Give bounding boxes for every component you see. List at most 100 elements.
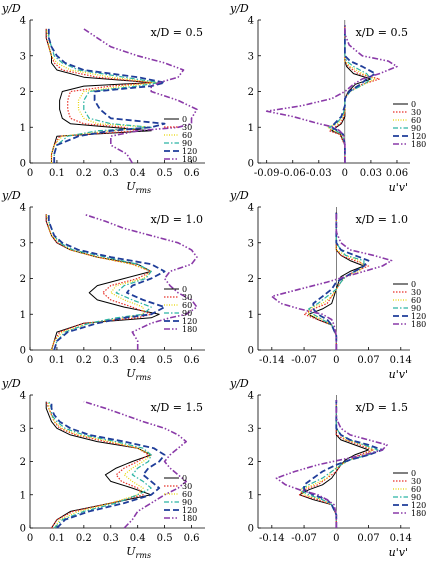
series-line-120 xyxy=(50,401,166,529)
x-tick-label: 0.5 xyxy=(157,168,173,179)
x-tick-label: 0 xyxy=(333,533,339,544)
y-tick-label: 2 xyxy=(248,274,254,285)
series-line-120 xyxy=(312,212,370,350)
x-tick-label: 0.07 xyxy=(357,533,379,544)
x-tick-label: 0.4 xyxy=(130,533,146,544)
x-tick-label: -0.14 xyxy=(259,533,285,544)
y-axis-label: y/D xyxy=(229,2,249,15)
y-tick-label: 0 xyxy=(248,524,254,535)
y-tick-label: 4 xyxy=(20,16,26,27)
y-tick-label: 3 xyxy=(20,51,26,62)
x-axis-label: u'v' xyxy=(389,181,408,194)
y-axis-label: y/D xyxy=(1,377,21,390)
legend-label: 180 xyxy=(182,325,197,334)
x-axis-label: Urms xyxy=(126,180,151,195)
x-tick-label: -0.07 xyxy=(291,355,317,366)
x-tick-label: 0.4 xyxy=(130,355,146,366)
series-line-180 xyxy=(83,28,198,164)
series-line-180 xyxy=(83,213,198,350)
series-line-90 xyxy=(48,401,152,529)
y-tick-label: 0 xyxy=(248,159,254,170)
series-line-60 xyxy=(326,25,376,163)
x-axis-label-sub: rms xyxy=(136,551,152,560)
series-line-120 xyxy=(303,400,384,528)
panel-3: 0 1 2 3 4 0 0.1 0.2 0.3 0.4 0.5 0.6 y/D Urms x/D = 1.0… xyxy=(1,189,205,382)
x-tick-label: 0.6 xyxy=(184,533,200,544)
y-axis-label: y/D xyxy=(229,377,249,390)
x-tick-label: -0.09 xyxy=(254,168,280,179)
legend-label: 90 xyxy=(182,309,192,318)
y-tick-label: 1 xyxy=(20,123,26,134)
y-tick-label: 0 xyxy=(20,524,26,535)
panel-annotation: x/D = 1.5 xyxy=(151,401,203,414)
x-tick-label: 0.6 xyxy=(184,168,200,179)
y-tick-label: 1 xyxy=(20,490,26,501)
legend-label: 180 xyxy=(182,155,197,164)
legend-label: 0 xyxy=(411,100,416,109)
panel-4: 0 1 2 3 4 -0.14 -0.07 0 0.07 0.14 y/D u'v' x/D = 1.0… xyxy=(229,189,426,381)
y-axis-label: y/D xyxy=(1,2,21,15)
y-tick-label: 3 xyxy=(248,51,254,62)
legend-label: 180 xyxy=(411,320,426,329)
y-axis-label: y/D xyxy=(229,189,249,202)
panel-annotation: x/D = 0.5 xyxy=(356,26,408,39)
legend-label: 30 xyxy=(411,477,421,486)
x-tick-label: 0.07 xyxy=(357,355,379,366)
legend-label: 90 xyxy=(411,304,421,313)
y-tick-label: 0 xyxy=(248,346,254,357)
x-tick-label: -0.14 xyxy=(259,355,285,366)
y-axis-label: y/D xyxy=(1,189,21,202)
x-tick-label: 0.1 xyxy=(49,168,65,179)
x-tick-label: 0.06 xyxy=(386,168,408,179)
y-tick-label: 2 xyxy=(248,87,254,98)
legend-label: 60 xyxy=(182,131,192,140)
x-tick-label: 0 xyxy=(333,355,339,366)
series-line-30 xyxy=(45,214,152,351)
x-axis-label: u'v' xyxy=(389,368,408,381)
series-line-30 xyxy=(45,401,150,529)
legend-label: 120 xyxy=(182,506,197,515)
y-tick-label: 3 xyxy=(248,424,254,435)
series-line-60 xyxy=(45,213,152,351)
series-line-180 xyxy=(83,400,187,529)
x-tick-label: 0 xyxy=(27,168,33,179)
panel-annotation: x/D = 1.5 xyxy=(356,401,408,414)
x-axis-label-sub: rms xyxy=(136,186,152,195)
x-tick-label: 0.3 xyxy=(103,168,119,179)
legend-label: 30 xyxy=(411,288,421,297)
x-axis-label: Urms xyxy=(126,367,151,382)
legend-label: 60 xyxy=(182,301,192,310)
x-tick-label: 0.5 xyxy=(157,533,173,544)
y-tick-label: 0 xyxy=(20,159,26,170)
legend-label: 60 xyxy=(411,485,421,494)
y-tick-label: 2 xyxy=(20,274,26,285)
legend-label: 90 xyxy=(411,493,421,502)
legend-label: 30 xyxy=(182,123,192,132)
x-axis-label-main: U xyxy=(126,180,136,193)
x-tick-label: 0.4 xyxy=(130,168,146,179)
y-tick-label: 3 xyxy=(20,424,26,435)
y-tick-label: 4 xyxy=(20,391,26,402)
legend-label: 30 xyxy=(182,482,192,491)
panel-annotation: x/D = 1.0 xyxy=(151,213,203,226)
x-tick-label: 0.14 xyxy=(390,355,412,366)
x-tick-label: 0.2 xyxy=(76,355,92,366)
series-line-30 xyxy=(303,212,370,350)
legend-label: 120 xyxy=(411,312,426,321)
legend-label: 180 xyxy=(182,514,197,523)
y-tick-label: 4 xyxy=(248,203,254,214)
legend-label: 90 xyxy=(182,498,192,507)
series-line-120 xyxy=(47,28,166,163)
y-tick-label: 1 xyxy=(248,123,254,134)
series-line-60 xyxy=(45,28,158,163)
x-tick-label: -0.03 xyxy=(306,168,332,179)
legend-label: 120 xyxy=(182,147,197,156)
panel-1: 0 1 2 3 4 0 0.1 0.2 0.3 0.4 0.5 0.6 y/D Urms x/D = 0.5… xyxy=(1,2,205,195)
panel-annotation: x/D = 0.5 xyxy=(151,26,203,39)
series-line-180 xyxy=(275,400,388,528)
